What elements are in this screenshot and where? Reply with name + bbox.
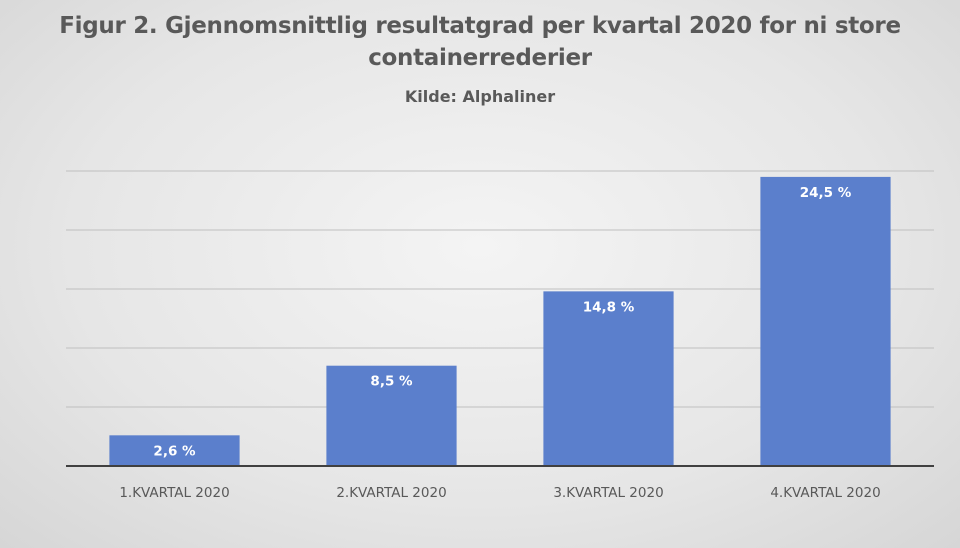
x-tick-label-2: 2.KVARTAL 2020 <box>336 485 446 501</box>
bars <box>109 176 891 466</box>
x-tick-label-4: 4.KVARTAL 2020 <box>770 485 880 501</box>
x-tick-label-1: 1.KVARTAL 2020 <box>119 485 229 501</box>
data-label-2: 8,5 % <box>370 374 413 390</box>
data-label-4: 24,5 % <box>800 185 852 201</box>
data-label-3: 14,8 % <box>583 299 635 315</box>
bar-4 <box>760 176 891 466</box>
bar-1 <box>109 435 240 466</box>
data-label-1: 2,6 % <box>153 443 196 459</box>
bar-2 <box>326 365 457 466</box>
x-tick-labels: 1.KVARTAL 2020 2.KVARTAL 2020 3.KVARTAL 20… <box>119 485 880 501</box>
x-tick-label-3: 3.KVARTAL 2020 <box>553 485 663 501</box>
chart-subtitle: Kilde: Alphaliner <box>404 87 556 106</box>
bar-3 <box>543 291 674 466</box>
data-labels: 2,6 % 8,5 % 14,8 % 24,5 % <box>153 185 851 459</box>
chart-title: Figur 2. Gjennomsnittlig resultatgrad pe… <box>59 13 901 71</box>
